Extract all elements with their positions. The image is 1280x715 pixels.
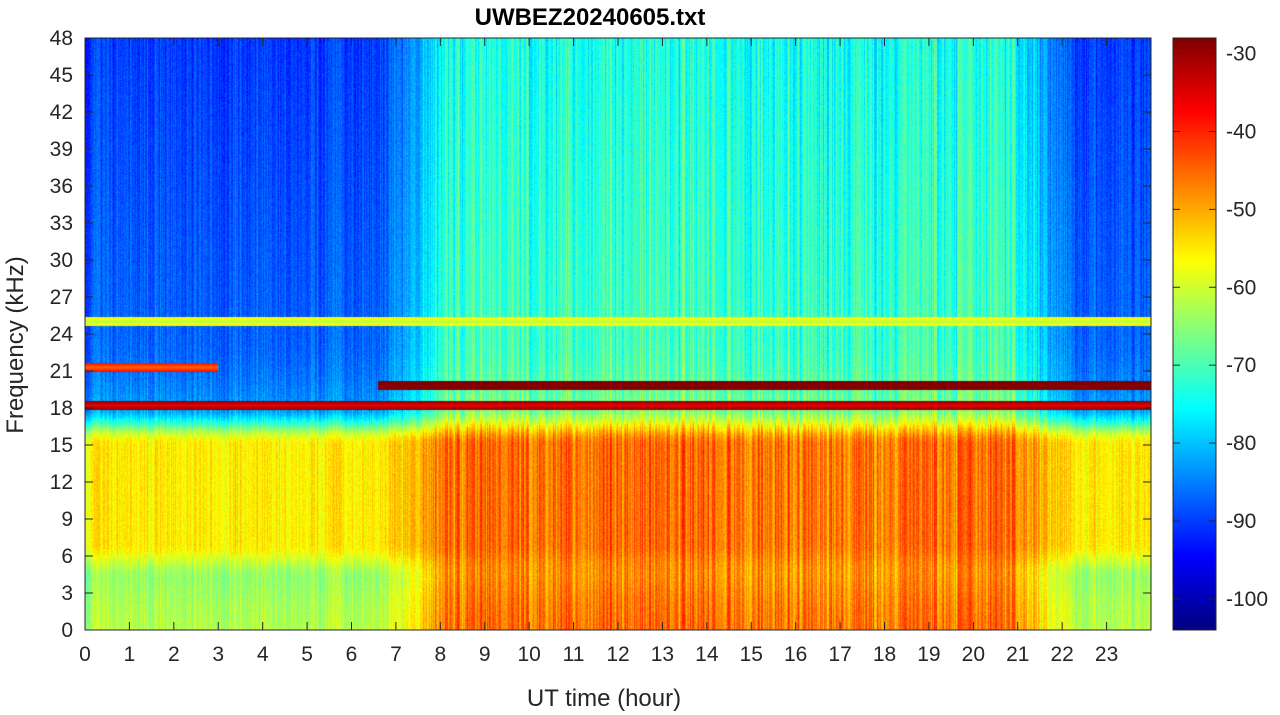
colorbar-axis: -30 -40 -50 -60 -70 -80 -90 -100 <box>1173 43 1268 611</box>
y-tick-label: 27 <box>50 286 73 309</box>
x-tick-label: 13 <box>651 643 674 666</box>
x-tick-label: 2 <box>168 643 180 666</box>
x-tick-label: 0 <box>79 643 91 666</box>
y-tick-label: 39 <box>50 138 73 161</box>
x-tick-label: 14 <box>695 643 719 666</box>
y-tick-label: 6 <box>61 545 73 568</box>
y-tick-label: 3 <box>61 582 73 605</box>
colorbar-tick-label: -90 <box>1226 510 1256 533</box>
y-tick-label: 30 <box>50 249 73 272</box>
x-tick-label: 18 <box>873 643 896 666</box>
x-tick-label: 10 <box>517 643 540 666</box>
y-tick-label: 42 <box>50 101 73 124</box>
colorbar-tick-label: -40 <box>1226 120 1256 143</box>
x-tick-label: 20 <box>962 643 985 666</box>
y-tick-label: 36 <box>50 175 73 198</box>
x-tick-label: 23 <box>1095 643 1118 666</box>
x-axis: 0 1 2 3 4 5 6 7 8 9 10 11 12 13 14 15 16 17 18 19 20 21 22 23 <box>79 38 1118 666</box>
y-tick-label: 18 <box>50 397 73 420</box>
y-tick-label: 45 <box>50 64 73 87</box>
x-tick-label: 4 <box>257 643 269 666</box>
x-tick-label: 7 <box>390 643 402 666</box>
x-tick-label: 22 <box>1050 643 1073 666</box>
y-tick-label: 15 <box>50 434 73 457</box>
y-axis-label: Frequency (kHz) <box>2 256 29 433</box>
x-tick-label: 17 <box>828 643 851 666</box>
x-tick-label: 8 <box>434 643 446 666</box>
y-tick-label: 9 <box>61 508 73 531</box>
chart-title: UWBEZ20240605.txt <box>475 4 706 31</box>
x-tick-label: 3 <box>212 643 224 666</box>
y-tick-label: 0 <box>61 619 73 642</box>
x-tick-label: 21 <box>1006 643 1029 666</box>
x-tick-label: 6 <box>346 643 358 666</box>
colorbar-tick-label: -70 <box>1226 354 1256 377</box>
y-tick-label: 12 <box>50 471 73 494</box>
x-tick-label: 1 <box>124 643 136 666</box>
colorbar <box>1172 37 1217 631</box>
x-axis-label: UT time (hour) <box>527 685 681 712</box>
colorbar-tick-label: -80 <box>1226 432 1256 455</box>
spectrogram-image <box>85 38 1151 630</box>
y-tick-label: 24 <box>50 323 74 346</box>
colorbar-tick-label: -30 <box>1226 43 1256 66</box>
x-tick-label: 15 <box>740 643 763 666</box>
colorbar-tick-label: -100 <box>1226 588 1268 611</box>
x-tick-label: 11 <box>563 643 585 666</box>
y-tick-label: 48 <box>50 27 73 50</box>
x-tick-label: 19 <box>917 643 940 666</box>
y-tick-label: 21 <box>50 360 73 383</box>
colorbar-tick-label: -50 <box>1226 198 1256 221</box>
x-tick-label: 5 <box>301 643 313 666</box>
x-tick-label: 9 <box>479 643 491 666</box>
x-tick-label: 16 <box>784 643 807 666</box>
y-tick-label: 33 <box>50 212 73 235</box>
colorbar-tick-label: -60 <box>1226 276 1256 299</box>
x-tick-label: 12 <box>606 643 629 666</box>
